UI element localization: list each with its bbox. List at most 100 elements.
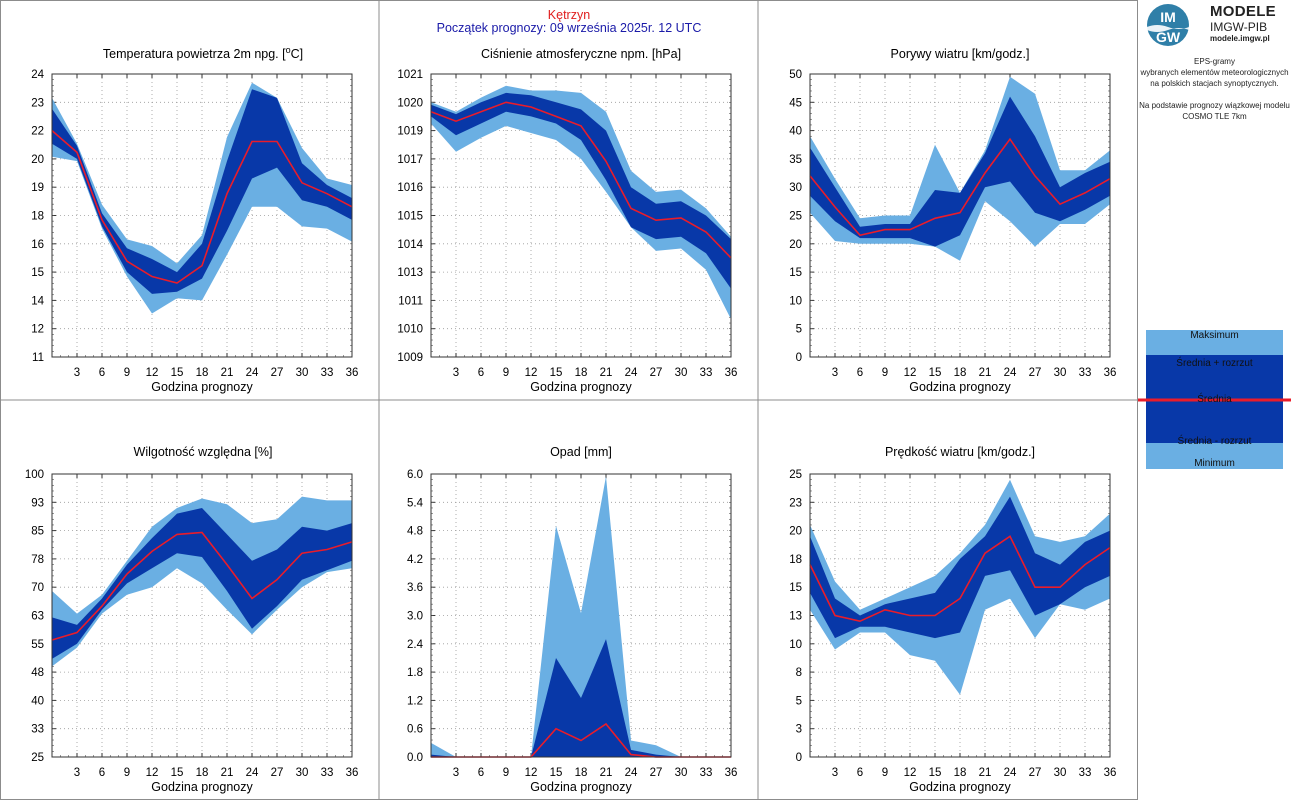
x-tick-label: 24 [1004,367,1017,379]
y-tick-label: 1016 [397,182,423,194]
y-tick-label: 4.2 [407,554,423,566]
chart-panel-5: Opad [mm] 0.0 0.6 1.2 1.8 2.4 3.0 3.6 4.2 4.8 5.4 6… [407,445,737,794]
y-tick-label: 23 [789,497,802,509]
y-tick-label: 0.6 [407,724,423,736]
legend-max: Maksimum [1190,330,1239,341]
x-axis-label: Godzina prognozy [909,780,1011,794]
series-spread-band [52,508,352,659]
x-tick-label: 36 [1104,767,1117,779]
x-tick-label: 18 [575,767,588,779]
x-tick-label: 21 [221,767,234,779]
x-tick-label: 12 [904,367,917,379]
series-spread-band [431,639,731,757]
y-tick-label: 24 [31,69,44,81]
y-tick-label: 10 [789,295,802,307]
x-tick-label: 12 [525,367,538,379]
y-tick-label: 18 [789,554,802,566]
chart-title: Wilgotność względna [%] [134,445,273,459]
legend-mean-plus: Średnia + rozrzut [1176,358,1253,369]
brand-modele: MODELE [1210,3,1276,20]
x-tick-label: 6 [99,367,105,379]
x-tick-label: 33 [1079,767,1092,779]
y-tick-label: 1013 [397,267,423,279]
x-tick-label: 9 [503,367,509,379]
x-tick-label: 21 [979,767,992,779]
x-tick-label: 36 [725,767,738,779]
x-tick-label: 3 [453,367,459,379]
y-tick-label: 70 [31,582,44,594]
model-line: COSMO TLE 7km [1182,112,1247,121]
y-tick-label: 40 [31,695,44,707]
x-tick-label: 12 [525,767,538,779]
y-tick-label: 85 [31,526,44,538]
x-tick-label: 33 [700,767,713,779]
x-tick-label: 15 [550,767,563,779]
brand-url[interactable]: modele.imgw.pl [1210,34,1270,43]
x-tick-label: 33 [321,767,334,779]
y-tick-label: 1015 [397,211,423,223]
y-tick-label: 0 [796,352,802,364]
y-tick-label: 30 [789,182,802,194]
legend-box: Maksimum Średnia + rozrzut Średnia Średn… [1146,330,1283,469]
x-axis-label: Godzina prognozy [151,780,253,794]
chart-title: Opad [mm] [550,445,612,459]
x-tick-label: 24 [246,767,259,779]
chart-title: Prędkość wiatru [km/godz.] [885,445,1035,459]
y-tick-label: 23 [31,97,44,109]
x-tick-label: 6 [478,367,484,379]
series-mean-line [809,137,1111,237]
y-tick-label: 15 [789,582,802,594]
y-tick-label: 1019 [397,126,423,138]
x-tick-label: 24 [625,767,638,779]
x-tick-label: 27 [650,367,663,379]
x-tick-label: 30 [675,367,688,379]
description-line: EPS-gramy [1194,57,1235,66]
y-tick-label: 25 [31,752,44,764]
description-line: wybranych elementów meteorologicznych [1140,68,1289,77]
x-tick-label: 12 [146,367,159,379]
x-tick-label: 30 [296,767,309,779]
y-tick-label: 78 [31,554,44,566]
y-tick-label: 22 [31,126,44,138]
x-tick-label: 3 [453,767,459,779]
x-tick-label: 12 [904,767,917,779]
x-tick-label: 9 [124,367,130,379]
x-tick-label: 3 [74,367,80,379]
chart-panel-6: Prędkość wiatru [km/godz.] 0 3 5 8 10 13 15 18 20… [789,445,1116,794]
y-tick-label: 5 [796,695,802,707]
x-tick-label: 27 [1029,367,1042,379]
y-tick-label: 100 [25,469,44,481]
x-tick-label: 15 [929,767,942,779]
x-axis-label: Godzina prognozy [530,380,632,394]
y-tick-label: 0.0 [407,752,423,764]
x-tick-label: 33 [700,367,713,379]
x-tick-label: 24 [625,367,638,379]
chart-title: Ciśnienie atmosferyczne npm. [hPa] [481,47,681,61]
series-mean-line [430,101,732,259]
series-mean-line [51,129,353,284]
y-tick-label: 6.0 [407,469,423,481]
series-min-max-band [431,476,731,757]
x-tick-label: 36 [346,367,359,379]
x-tick-label: 36 [725,367,738,379]
x-tick-label: 27 [271,767,284,779]
x-tick-label: 30 [296,367,309,379]
chart-panel-3: Porywy wiatru [km/godz.] 0 5 10 15 20 25 30 35 40… [789,47,1116,394]
x-tick-label: 6 [478,767,484,779]
model-line: Na podstawie prognozy wiązkowej modelu [1139,101,1290,110]
y-tick-label: 18 [31,211,44,223]
y-tick-label: 50 [789,69,802,81]
y-tick-label: 25 [789,469,802,481]
x-tick-label: 24 [246,367,259,379]
x-tick-label: 33 [1079,367,1092,379]
y-tick-label: 3 [796,724,802,736]
y-tick-label: 35 [789,154,802,166]
x-tick-label: 18 [196,367,209,379]
forecast-start: Początek prognozy: 09 września 2025r. 12… [436,21,702,35]
y-tick-label: 5 [796,324,802,336]
x-tick-label: 6 [99,767,105,779]
x-tick-label: 15 [929,367,942,379]
y-tick-label: 1010 [397,324,423,336]
model-description: Na podstawie prognozy wiązkowej modelu C… [1138,100,1291,122]
plot-area-border [430,473,732,758]
